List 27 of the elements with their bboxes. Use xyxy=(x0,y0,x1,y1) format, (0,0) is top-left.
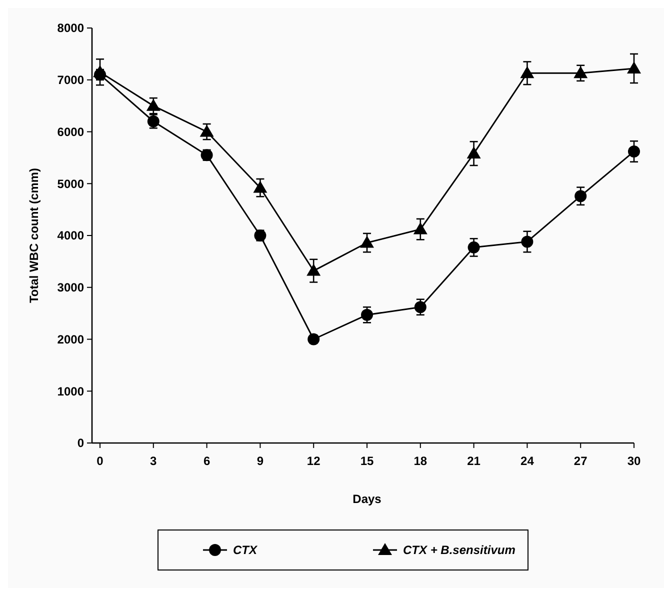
y-tick-label: 0 xyxy=(77,436,84,450)
x-tick-label: 18 xyxy=(414,454,428,468)
x-tick-label: 6 xyxy=(203,454,210,468)
point xyxy=(361,308,373,321)
y-tick-label: 4000 xyxy=(57,228,84,243)
x-tick-label: 15 xyxy=(360,454,374,468)
point xyxy=(413,222,428,234)
y-tick-label: 3000 xyxy=(57,280,84,295)
x-tick-label: 0 xyxy=(96,454,104,468)
legend-label: CTX xyxy=(233,543,258,558)
x-tick-label: 21 xyxy=(467,454,481,468)
x-tick-label: 12 xyxy=(306,454,321,468)
x-tick-label: 3 xyxy=(150,454,158,468)
y-tick-label: 2000 xyxy=(57,332,84,346)
y-tick-label: 5000 xyxy=(57,176,84,191)
y-tick-label: 8000 xyxy=(57,21,84,36)
x-tick-label: 24 xyxy=(520,454,534,468)
y-tick-label: 1000 xyxy=(57,384,84,398)
x-tick-label: 9 xyxy=(256,454,264,468)
x-tick-label: 30 xyxy=(627,454,641,468)
y-tick-label: 7000 xyxy=(57,73,84,88)
point xyxy=(414,301,426,314)
x-tick-label: 27 xyxy=(574,454,588,468)
y-tick-label: 6000 xyxy=(57,124,84,139)
x-axis-title: Days xyxy=(352,492,382,506)
legend-label: CTX + B.sensitivum xyxy=(403,543,516,558)
y-axis-title: Total WBC count (cmm) xyxy=(27,168,41,304)
